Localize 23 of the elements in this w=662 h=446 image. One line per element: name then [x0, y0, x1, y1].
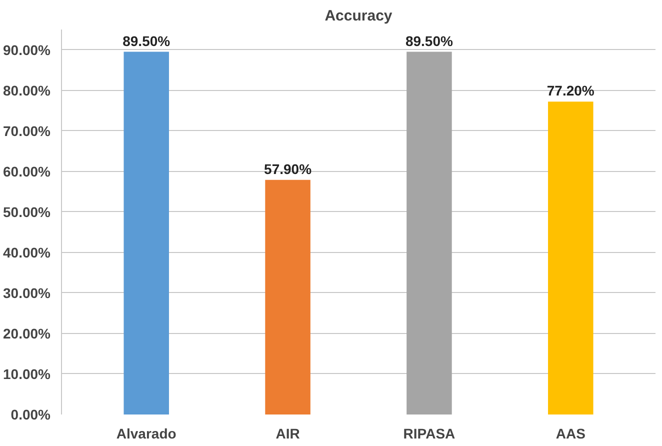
y-tick-label: 40.00%	[3, 244, 52, 260]
data-label: 77.20%	[546, 82, 595, 99]
y-tick-label: 10.00%	[3, 366, 52, 382]
x-tick-label: AIR	[276, 426, 300, 442]
x-tick-label: AAS	[556, 426, 586, 442]
y-tick-label: 70.00%	[3, 122, 52, 139]
data-label: 57.90%	[264, 160, 312, 177]
y-tick-label: 50.00%	[3, 204, 52, 220]
y-tick-label: 90.00%	[3, 42, 52, 58]
bar	[265, 180, 310, 414]
bar	[406, 52, 452, 414]
x-tick-label: RIPASA	[403, 426, 456, 442]
y-tick-label: 80.00%	[3, 82, 52, 98]
chart-title: Accuracy	[324, 8, 393, 24]
y-tick-label: 20.00%	[3, 325, 52, 342]
data-label: 89.50%	[122, 32, 171, 49]
y-tick-label: 30.00%	[3, 284, 52, 301]
y-tick-label: 0.00%	[10, 406, 52, 422]
bar	[548, 102, 594, 414]
x-tick-label: Alvarado	[116, 426, 176, 442]
bar	[124, 52, 169, 414]
y-tick-label: 60.00%	[3, 163, 52, 180]
data-label: 89.50%	[405, 32, 454, 49]
